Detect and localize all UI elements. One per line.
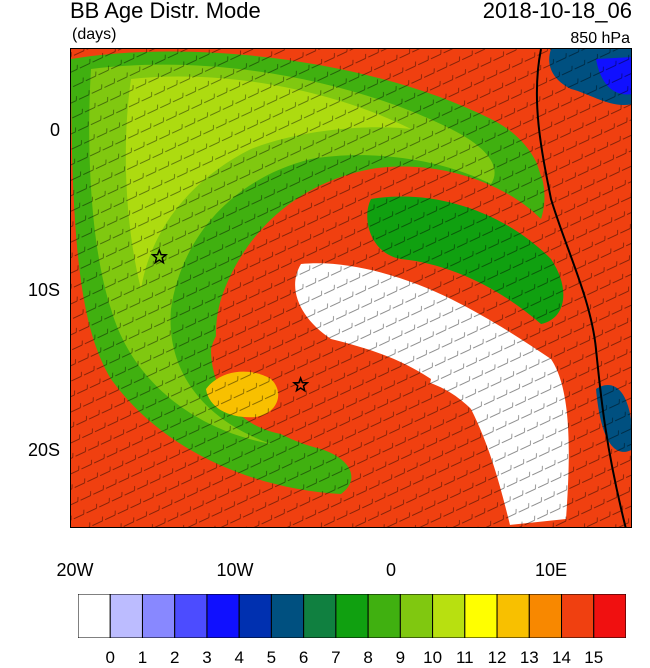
colorbar-label: 4 [234,648,244,667]
x-tick-label: 0 [385,560,396,580]
x-tick-label: 10E [534,560,568,580]
colorbar-swatch [303,594,337,638]
colorbar-swatch [367,594,401,638]
colorbar-swatch [270,594,305,638]
x-tick-label: 20W [56,560,94,580]
colorbar-swatch [109,594,143,638]
colorbar-swatch [238,594,272,638]
colorbar-swatch [399,594,434,638]
colorbar-swatch [141,594,176,638]
map-svg [71,49,631,527]
colorbar-label: 12 [487,648,507,667]
colorbar-swatch [335,594,369,638]
colorbar-swatch [593,594,626,638]
star-marker [150,247,169,265]
colorbar-label: 6 [298,648,309,667]
plot-date: 2018-10-18_06 [482,0,632,23]
colorbar-label: 9 [395,648,406,667]
x-tick-label: 10W [216,560,254,580]
colorbar-label: 10 [423,648,443,667]
colorbar-swatch [496,594,530,638]
map-panel [70,48,632,528]
colorbar-swatch [78,594,111,638]
colorbar-label: 13 [519,648,539,667]
colorbar-label: 2 [169,648,180,667]
colorbar-swatch [561,594,595,638]
y-tick-label: 10S [27,280,60,300]
units-label: (days) [72,26,117,43]
y-tick-label: 0 [49,120,60,140]
colorbar-label: 1 [137,648,148,667]
star-markers [150,247,310,393]
star-marker [291,375,310,393]
colorbar-label: 0 [105,648,115,667]
colorbar-swatch [528,594,563,638]
colorbar-label: 14 [552,648,571,667]
colorbar-label: 7 [331,648,341,667]
wind-barbs [71,49,631,527]
colorbar-label: 3 [202,648,212,667]
colorbar-label: 11 [455,648,474,667]
colorbar-swatch [174,594,208,638]
colorbar [78,594,626,638]
colorbar-label: 8 [363,648,373,667]
colorbar-swatch [432,594,466,638]
colorbar-swatch [206,594,240,638]
y-tick-label: 20S [27,440,60,460]
pressure-level-label: 850 hPa [570,30,630,47]
colorbar-label: 5 [266,648,277,667]
colorbar-swatch [464,594,498,638]
plot-title: BB Age Distr. Mode [70,0,261,23]
colorbar-label: 15 [584,648,604,667]
